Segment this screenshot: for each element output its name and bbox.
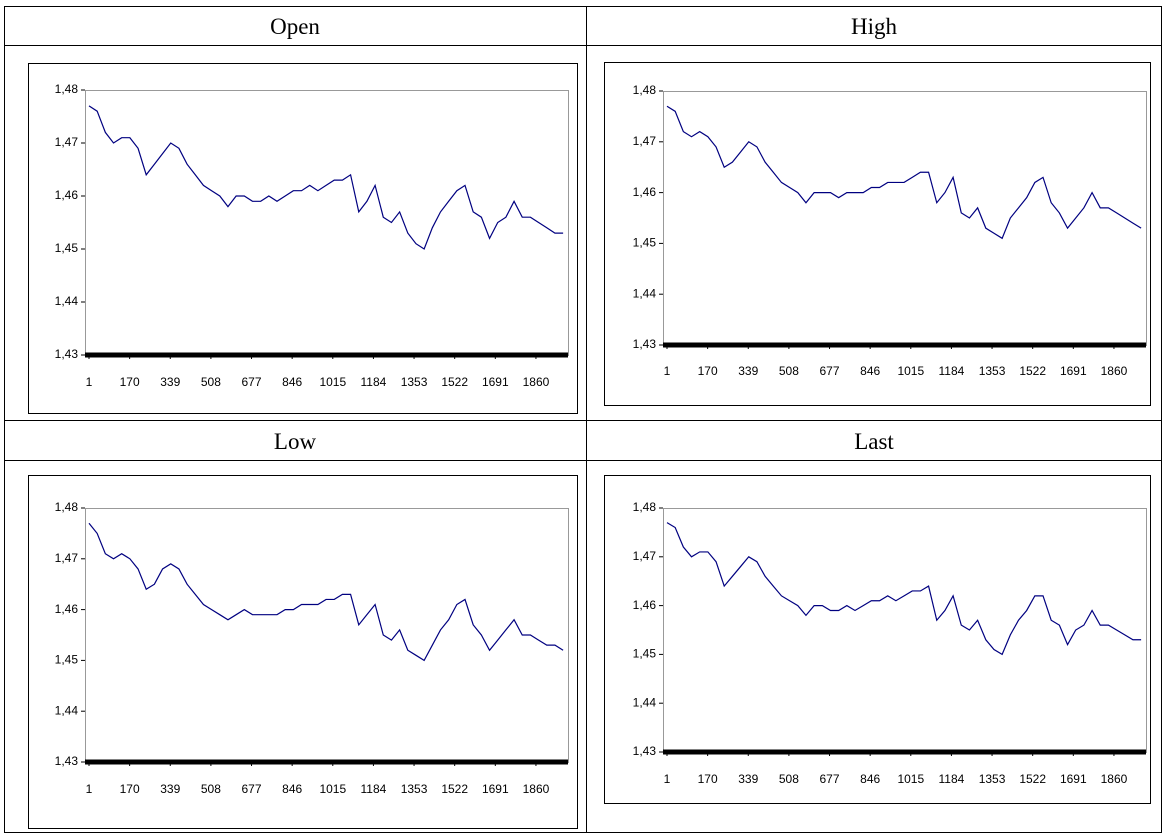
y-tick-label: 1,46 <box>55 602 79 616</box>
x-tick-label: 1860 <box>523 375 550 389</box>
y-tick-label: 1,48 <box>55 500 79 514</box>
y-tick-label: 1,43 <box>55 754 79 768</box>
y-tick-label: 1,43 <box>55 347 79 361</box>
x-tick-label: 1184 <box>361 375 387 389</box>
x-tick-label: 1860 <box>523 782 550 796</box>
price-line <box>666 522 1142 656</box>
table-border <box>4 6 1162 833</box>
chart-frame <box>28 475 578 829</box>
x-tick-label: 846 <box>860 772 880 786</box>
price-line <box>88 522 564 662</box>
y-tick-label: 1,45 <box>633 647 657 661</box>
y-tick-label: 1,44 <box>633 695 657 709</box>
x-tick-label: 1522 <box>1019 364 1046 378</box>
panel-title: High <box>851 14 898 39</box>
y-tick-label: 1,46 <box>55 188 79 202</box>
y-tick-label: 1,45 <box>55 653 79 667</box>
y-tick-label: 1,43 <box>633 744 657 758</box>
x-tick-label: 1691 <box>1060 772 1087 786</box>
y-tick-label: 1,47 <box>55 551 79 565</box>
x-tick-label: 1691 <box>1060 364 1087 378</box>
y-tick-label: 1,48 <box>633 500 657 514</box>
x-tick-label: 1691 <box>482 782 509 796</box>
x-tick-label: 339 <box>738 772 758 786</box>
x-tick-label: 846 <box>282 782 302 796</box>
y-tick-label: 1,46 <box>633 185 657 199</box>
x-tick-label: 1015 <box>897 364 924 378</box>
y-tick-label: 1,44 <box>55 294 79 308</box>
chart-frame <box>604 62 1151 406</box>
x-tick-label: 1522 <box>1019 772 1046 786</box>
y-tick-label: 1,45 <box>55 241 79 255</box>
x-tick-label: 1 <box>86 375 93 389</box>
x-tick-label: 508 <box>201 375 221 389</box>
panel-title: Open <box>270 14 320 39</box>
y-tick-label: 1,44 <box>633 286 657 300</box>
x-tick-label: 339 <box>160 375 180 389</box>
x-tick-label: 1184 <box>939 364 965 378</box>
x-tick-label: 508 <box>201 782 221 796</box>
y-tick-label: 1,46 <box>633 598 657 612</box>
x-tick-label: 1015 <box>319 782 346 796</box>
x-tick-label: 1353 <box>979 772 1006 786</box>
price-line <box>666 105 1142 240</box>
x-tick-label: 677 <box>820 772 840 786</box>
x-tick-label: 170 <box>120 782 140 796</box>
x-tick-label: 846 <box>860 364 880 378</box>
chart-frame <box>604 475 1151 804</box>
chart-frame <box>28 63 578 414</box>
x-tick-label: 677 <box>242 375 262 389</box>
x-tick-label: 677 <box>242 782 262 796</box>
x-tick-label: 1522 <box>441 782 468 796</box>
x-tick-label: 339 <box>160 782 180 796</box>
x-tick-label: 508 <box>779 364 799 378</box>
x-tick-label: 1015 <box>897 772 924 786</box>
x-tick-label: 1522 <box>441 375 468 389</box>
y-tick-label: 1,43 <box>633 337 657 351</box>
x-tick-label: 1860 <box>1101 364 1128 378</box>
y-tick-label: 1,48 <box>55 82 79 96</box>
x-tick-label: 1 <box>664 364 671 378</box>
x-tick-label: 1184 <box>939 772 965 786</box>
y-tick-label: 1,48 <box>633 83 657 97</box>
x-tick-label: 846 <box>282 375 302 389</box>
x-tick-label: 1353 <box>401 782 428 796</box>
x-tick-label: 1 <box>664 772 671 786</box>
x-tick-label: 1184 <box>361 782 387 796</box>
y-tick-label: 1,47 <box>633 134 657 148</box>
x-tick-label: 508 <box>779 772 799 786</box>
x-tick-label: 1691 <box>482 375 509 389</box>
y-tick-label: 1,47 <box>633 549 657 563</box>
y-tick-label: 1,44 <box>55 703 79 717</box>
price-line <box>88 105 564 250</box>
y-tick-label: 1,45 <box>633 236 657 250</box>
x-tick-label: 677 <box>820 364 840 378</box>
x-tick-label: 1 <box>86 782 93 796</box>
x-tick-label: 170 <box>698 772 718 786</box>
panel-title: Last <box>854 429 894 454</box>
x-tick-label: 1860 <box>1101 772 1128 786</box>
x-tick-label: 1015 <box>319 375 346 389</box>
panel-title: Low <box>274 429 317 454</box>
x-tick-label: 170 <box>698 364 718 378</box>
x-tick-label: 1353 <box>401 375 428 389</box>
table-grid <box>4 6 1162 833</box>
x-tick-label: 339 <box>738 364 758 378</box>
x-tick-label: 170 <box>120 375 140 389</box>
y-tick-label: 1,47 <box>55 135 79 149</box>
x-tick-label: 1353 <box>979 364 1006 378</box>
